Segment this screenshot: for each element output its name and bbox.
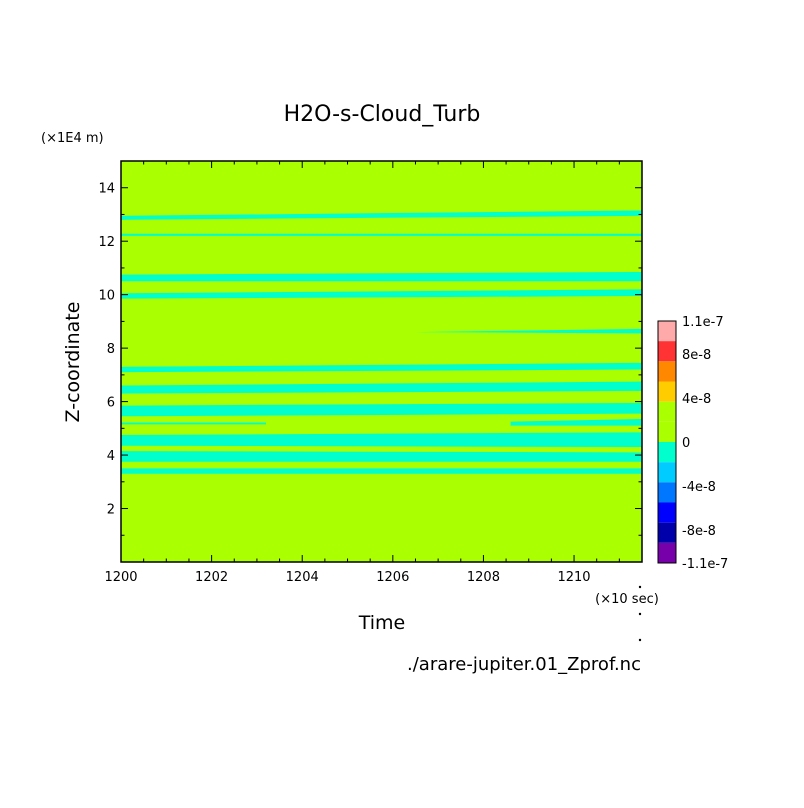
contour-band (415, 328, 642, 334)
contour-band (121, 432, 642, 448)
colorbar-swatch (658, 502, 676, 523)
x-tick-label: 1200 (104, 570, 137, 585)
contour-band (121, 468, 642, 474)
colorbar-swatch (658, 401, 676, 422)
y-tick-label: 10 (98, 289, 115, 304)
tick-dot (638, 612, 642, 616)
colorbar-swatch (658, 522, 676, 543)
chart-title: H2O-s-Cloud_Turb (284, 102, 481, 127)
y-tick-label: 12 (98, 235, 115, 250)
tick-dot (638, 638, 642, 642)
x-unit-label: (×10 sec) (595, 592, 659, 607)
contour-band (121, 362, 642, 373)
x-axis-label: Time (358, 612, 406, 634)
colorbar-swatch (658, 442, 676, 463)
y-axis: 2 4 6 8 10 12 14 (98, 182, 642, 536)
contour-band (121, 402, 642, 417)
colorbar-label: 1.1e-7 (682, 315, 724, 330)
contour-band (121, 451, 642, 462)
contour-bands (121, 210, 642, 474)
colorbar-swatch (658, 321, 676, 342)
contour-band (121, 271, 642, 282)
y-tick-label: 6 (107, 396, 115, 411)
contour-band (121, 210, 642, 220)
colorbar-swatch (658, 482, 676, 503)
x-tick-label: 1202 (195, 570, 228, 585)
colorbar-label: 0 (682, 436, 690, 451)
colorbar-label: -1.1e-7 (682, 557, 728, 572)
y-tick-label: 2 (107, 503, 115, 518)
colorbar-frame (657, 320, 677, 564)
file-label: ./arare-jupiter.01_Zprof.nc (407, 654, 641, 675)
contour-band (121, 233, 642, 236)
x-tick-label: 1208 (467, 570, 500, 585)
y-unit-label: (×1E4 m) (41, 131, 104, 146)
colorbar-swatch (658, 381, 676, 402)
colorbar-label: -4e-8 (682, 480, 716, 495)
contour-band (121, 381, 642, 394)
contour-band (510, 418, 642, 426)
colorbar-swatch (658, 462, 676, 483)
colorbar: 1.1e-7 8e-8 4e-8 0 -4e-8 -8e-8 -1.1e-7 (657, 315, 728, 572)
colorbar-swatch (658, 341, 676, 362)
x-tick-label: 1206 (376, 570, 409, 585)
y-tick-label: 4 (107, 449, 115, 464)
colorbar-swatch (658, 421, 676, 442)
contour-band (121, 289, 642, 299)
tick-dot (638, 585, 642, 589)
x-axis: 1200 1202 1204 1206 1208 1210 (104, 161, 620, 585)
contour-band (121, 422, 266, 425)
colorbar-label: 8e-8 (682, 348, 711, 363)
colorbar-label: 4e-8 (682, 392, 711, 407)
x-tick-label: 1204 (286, 570, 319, 585)
y-axis-label: Z-coordinate (62, 302, 84, 423)
background-region (121, 161, 642, 562)
plot-frame (120, 160, 643, 563)
y-tick-label: 8 (107, 342, 115, 357)
y-tick-label: 14 (98, 182, 115, 197)
x-tick-label: 1210 (557, 570, 590, 585)
plot-area (121, 161, 642, 562)
colorbar-swatch (658, 361, 676, 382)
colorbar-swatch (658, 542, 676, 563)
colorbar-label: -8e-8 (682, 524, 716, 539)
